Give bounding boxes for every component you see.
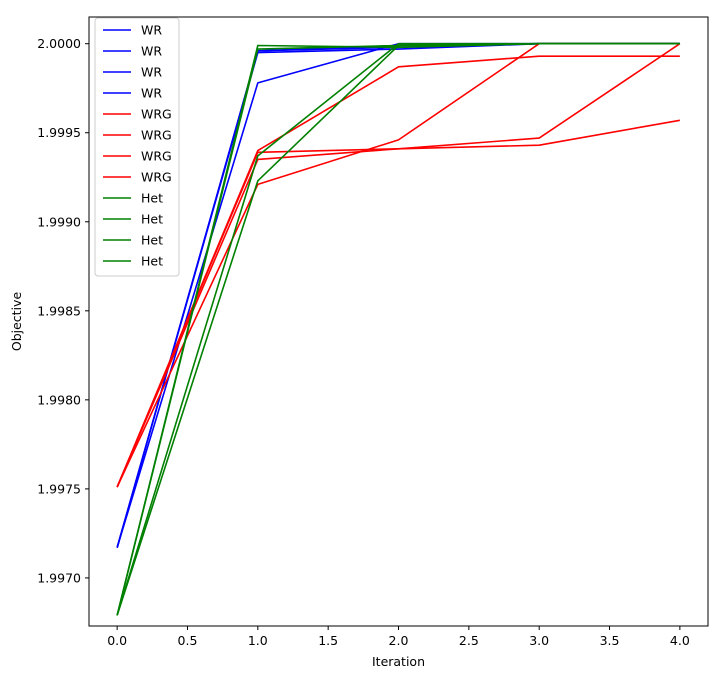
legend-label: WR [141,65,162,80]
legend-label: Het [141,254,163,269]
series-line-het-10 [116,42,680,616]
y-tick-label: 1.9995 [37,125,81,140]
series-line-wr-4 [116,42,680,548]
series-line-het-9 [116,42,680,616]
x-tick-label: 1.0 [248,633,268,648]
x-tick-label: 2.5 [459,633,479,648]
legend-box [94,17,180,277]
x-tick-label: 0.0 [107,633,127,648]
y-tick-label: 2.0000 [37,36,81,51]
x-tick-label: 0.5 [178,633,198,648]
x-tick-label: 3.0 [529,633,549,648]
legend-label: WR [141,86,162,101]
y-tick-label: 1.9970 [37,570,81,585]
series-line-het-12 [116,42,680,616]
y-tick-label: 1.9985 [37,303,81,318]
legend-label: Het [141,233,163,248]
x-tick-label: 3.5 [600,633,620,648]
legend-label: WRG [141,170,172,185]
x-tick-label: 2.0 [389,633,409,648]
legend-label: WRG [141,149,172,164]
legend-label: WRG [141,107,172,122]
y-tick-label: 1.9980 [37,392,81,407]
series-line-wrg-8 [116,55,680,488]
legend-label: WR [141,44,162,59]
series-line-wr-1 [116,42,680,548]
y-tick-label: 1.9990 [37,214,81,229]
x-tick-label: 1.5 [318,633,338,648]
axes: 0.0 0.5 1.0 1.5 2.0 2.5 3.0 3.5 4.0 1.9970 1.9975 1… [37,16,709,648]
x-tick-label: 4.0 [670,633,690,648]
y-axis-label: Objective [9,292,24,352]
y-tick-label: 1.9975 [37,481,81,496]
legend-label: Het [141,212,163,227]
legend-label: Het [141,191,163,206]
legend-label: WRG [141,128,172,143]
legend: WR WR WR WR WRG WRG WRG WRG Het Het Het Het [94,17,180,277]
series-line-wr-2 [116,42,680,548]
series-line-wr-3 [116,42,680,548]
series-line-het-11 [116,42,680,616]
series-line-wrg-7 [116,43,681,488]
legend-label: WR [141,23,162,38]
x-axis-label: Iteration [372,654,425,669]
series-line-wrg-5 [116,42,680,488]
plot-area [116,42,681,616]
